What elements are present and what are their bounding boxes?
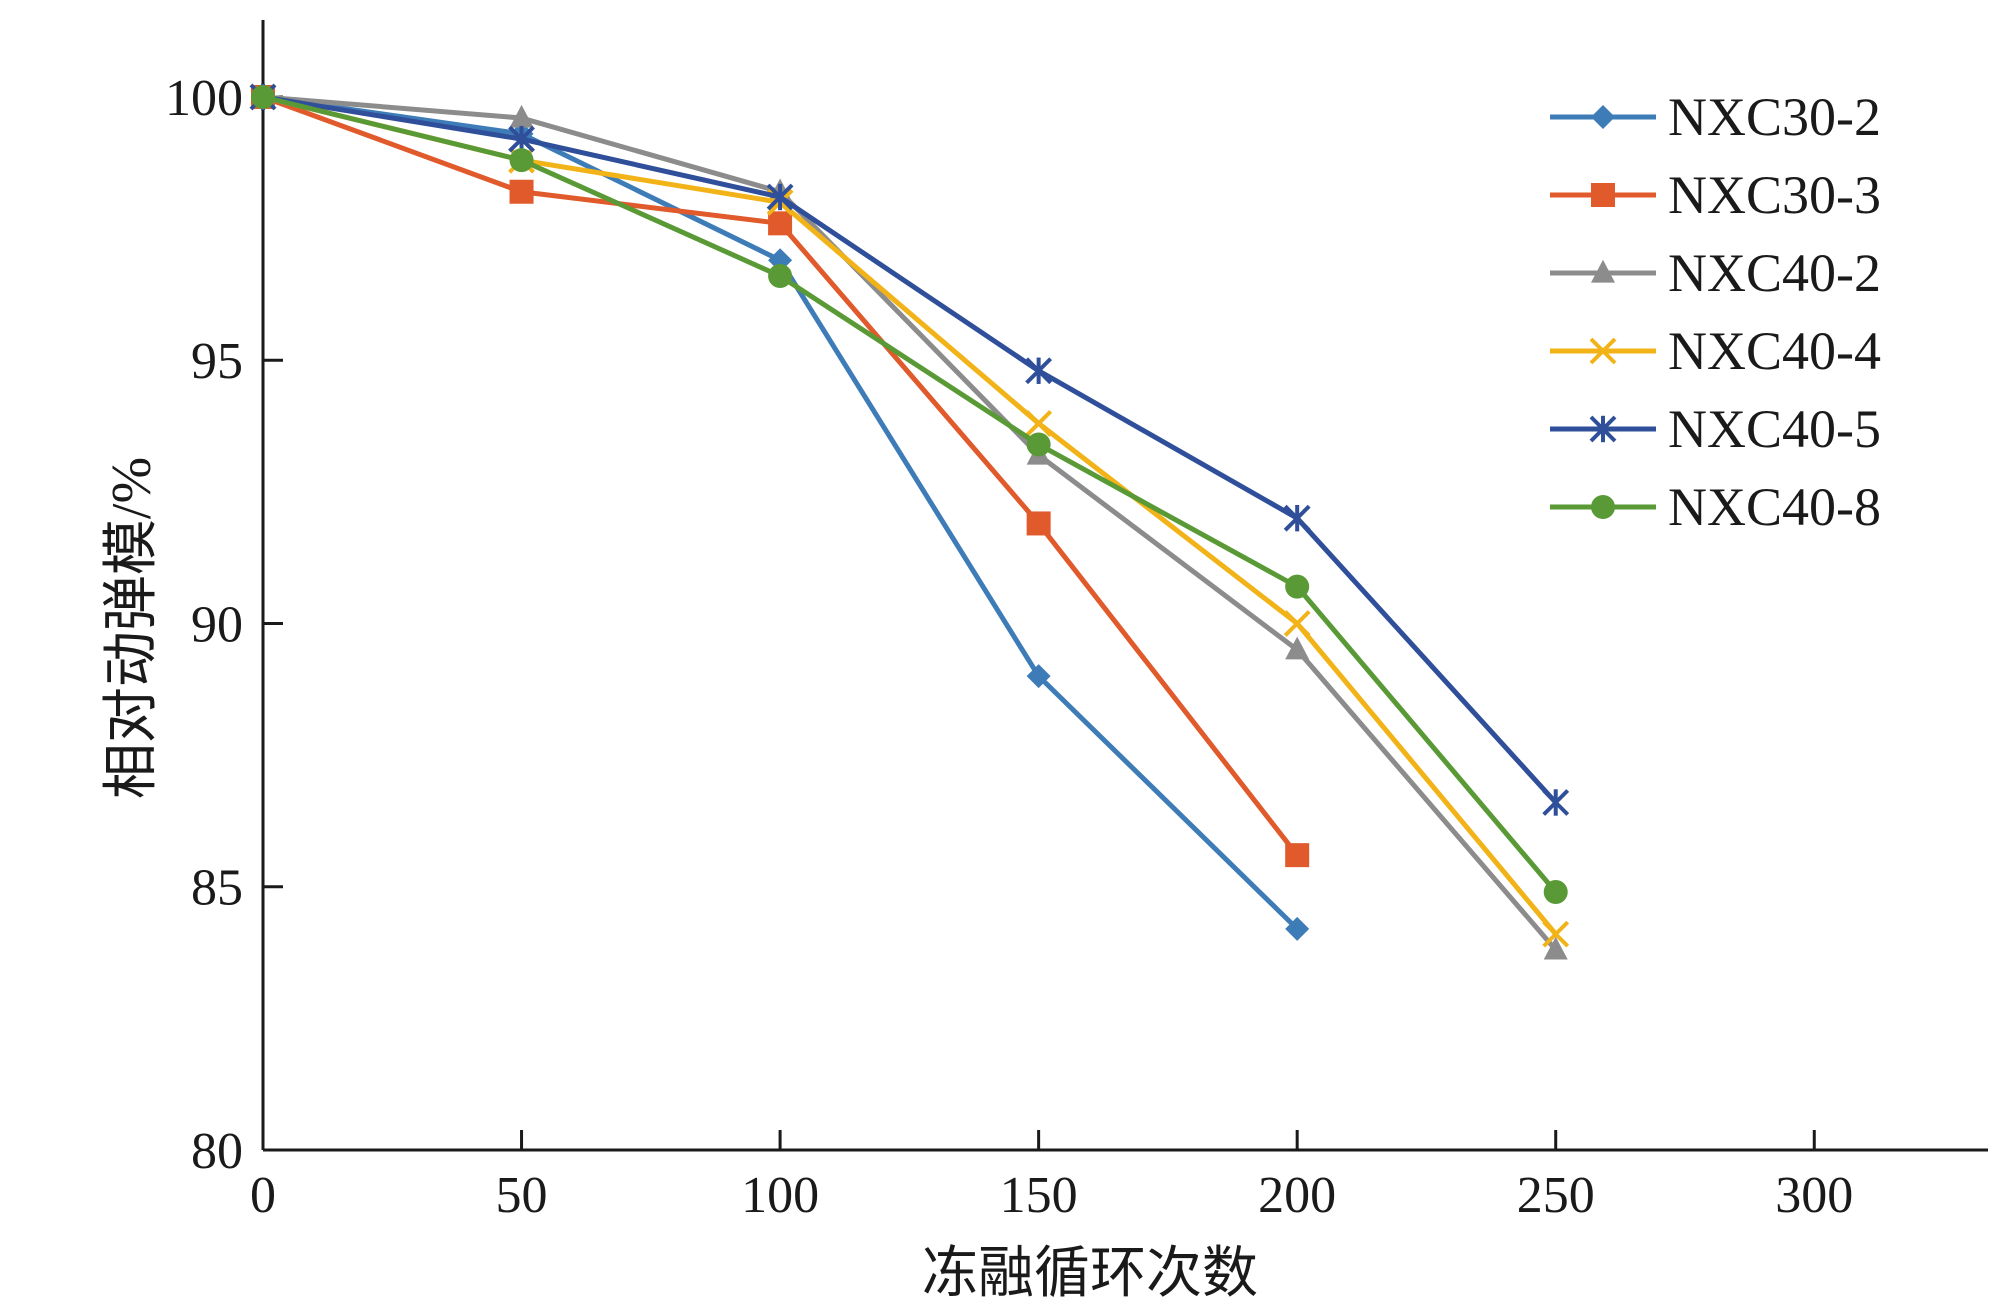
data-point-nxc30-3 xyxy=(509,179,534,204)
legend-label: NXC30-2 xyxy=(1668,87,1881,147)
x-tick-label: 0 xyxy=(250,1167,276,1224)
data-point-nxc40-2 xyxy=(1285,636,1310,660)
data-point-nxc40-8 xyxy=(1026,432,1051,457)
x-axis-title: 冻融循环次数 xyxy=(922,1243,1258,1305)
series-line-nxc40-5 xyxy=(260,94,1559,806)
data-point-nxc30-2 xyxy=(1285,916,1310,941)
legend-item-nxc40-2: NXC40-2 xyxy=(1550,243,1881,303)
legend-label: NXC40-2 xyxy=(1668,243,1881,303)
data-point-nxc30-2 xyxy=(1026,664,1051,689)
data-point-nxc30-3 xyxy=(768,211,793,236)
series-line-nxc30-3 xyxy=(260,94,1300,858)
data-point-nxc40-4 xyxy=(1283,610,1311,637)
x-tick-label: 150 xyxy=(1000,1167,1078,1224)
data-point-nxc40-8 xyxy=(1543,880,1568,905)
data-point-nxc40-4 xyxy=(1542,920,1570,948)
y-tick-label: 100 xyxy=(165,70,243,127)
x-tick-label: 300 xyxy=(1775,1167,1853,1224)
series-nxc40-2 xyxy=(251,83,1568,960)
y-tick-label: 90 xyxy=(191,596,243,653)
legend-item-nxc40-5: NXC40-5 xyxy=(1550,399,1881,459)
data-point-nxc30-3 xyxy=(1026,511,1051,536)
series-line-nxc40-8 xyxy=(260,94,1559,895)
legend-marker xyxy=(1591,495,1615,519)
series xyxy=(249,83,1570,960)
data-point-nxc40-2 xyxy=(1543,936,1568,960)
series-nxc40-4 xyxy=(249,83,1570,948)
legend-item-nxc40-4: NXC40-4 xyxy=(1550,321,1881,381)
legend: NXC30-2 NXC30-3 NXC40-2 NXC40-4 NXC40-5 NXC40… xyxy=(1550,87,1881,537)
data-point-nxc40-8 xyxy=(251,84,275,109)
series-nxc40-8 xyxy=(251,84,1568,905)
series-line-nxc40-2 xyxy=(260,94,1559,953)
x-tick-label: 100 xyxy=(741,1167,819,1224)
data-point-nxc40-5 xyxy=(508,125,535,153)
legend-marker xyxy=(1591,183,1615,207)
legend-label: NXC40-8 xyxy=(1668,477,1881,537)
legend-label: NXC40-4 xyxy=(1668,321,1881,381)
legend-marker xyxy=(1591,105,1615,129)
data-point-nxc40-5 xyxy=(766,183,794,211)
data-point-nxc40-5 xyxy=(1542,789,1570,816)
legend-item-nxc30-3: NXC30-3 xyxy=(1550,165,1881,225)
y-tick-label: 95 xyxy=(191,333,243,390)
y-axis-title: 相对动弹模/% xyxy=(101,457,163,799)
data-point-nxc40-5 xyxy=(1283,504,1311,532)
y-tick-label: 80 xyxy=(191,1123,243,1180)
data-point-nxc40-2 xyxy=(509,104,534,128)
data-point-nxc40-5 xyxy=(1025,357,1053,385)
data-point-nxc40-8 xyxy=(1285,574,1310,599)
data-point-nxc40-4 xyxy=(1025,409,1053,437)
data-point-nxc30-3 xyxy=(1285,843,1310,868)
series-nxc40-5 xyxy=(249,83,1570,816)
legend-label: NXC40-5 xyxy=(1668,399,1881,459)
axis-ticks: 0 50 100 150 200 250 300 80 85 90 95 100 xyxy=(165,70,1853,1224)
x-tick-label: 200 xyxy=(1258,1167,1336,1224)
legend-item-nxc40-8: NXC40-8 xyxy=(1550,477,1881,537)
legend-marker xyxy=(1591,259,1615,283)
legend-marker xyxy=(1589,415,1617,443)
data-point-nxc40-8 xyxy=(768,263,793,288)
legend-label: NXC30-3 xyxy=(1668,165,1881,225)
data-point-nxc40-8 xyxy=(509,148,534,173)
series-line-nxc40-4 xyxy=(260,94,1559,937)
axes xyxy=(261,20,1988,1152)
x-tick-label: 50 xyxy=(496,1167,548,1224)
legend-item-nxc30-2: NXC30-2 xyxy=(1550,87,1881,147)
x-tick-label: 250 xyxy=(1517,1167,1595,1224)
legend-marker xyxy=(1589,337,1617,365)
y-tick-label: 85 xyxy=(191,860,243,917)
